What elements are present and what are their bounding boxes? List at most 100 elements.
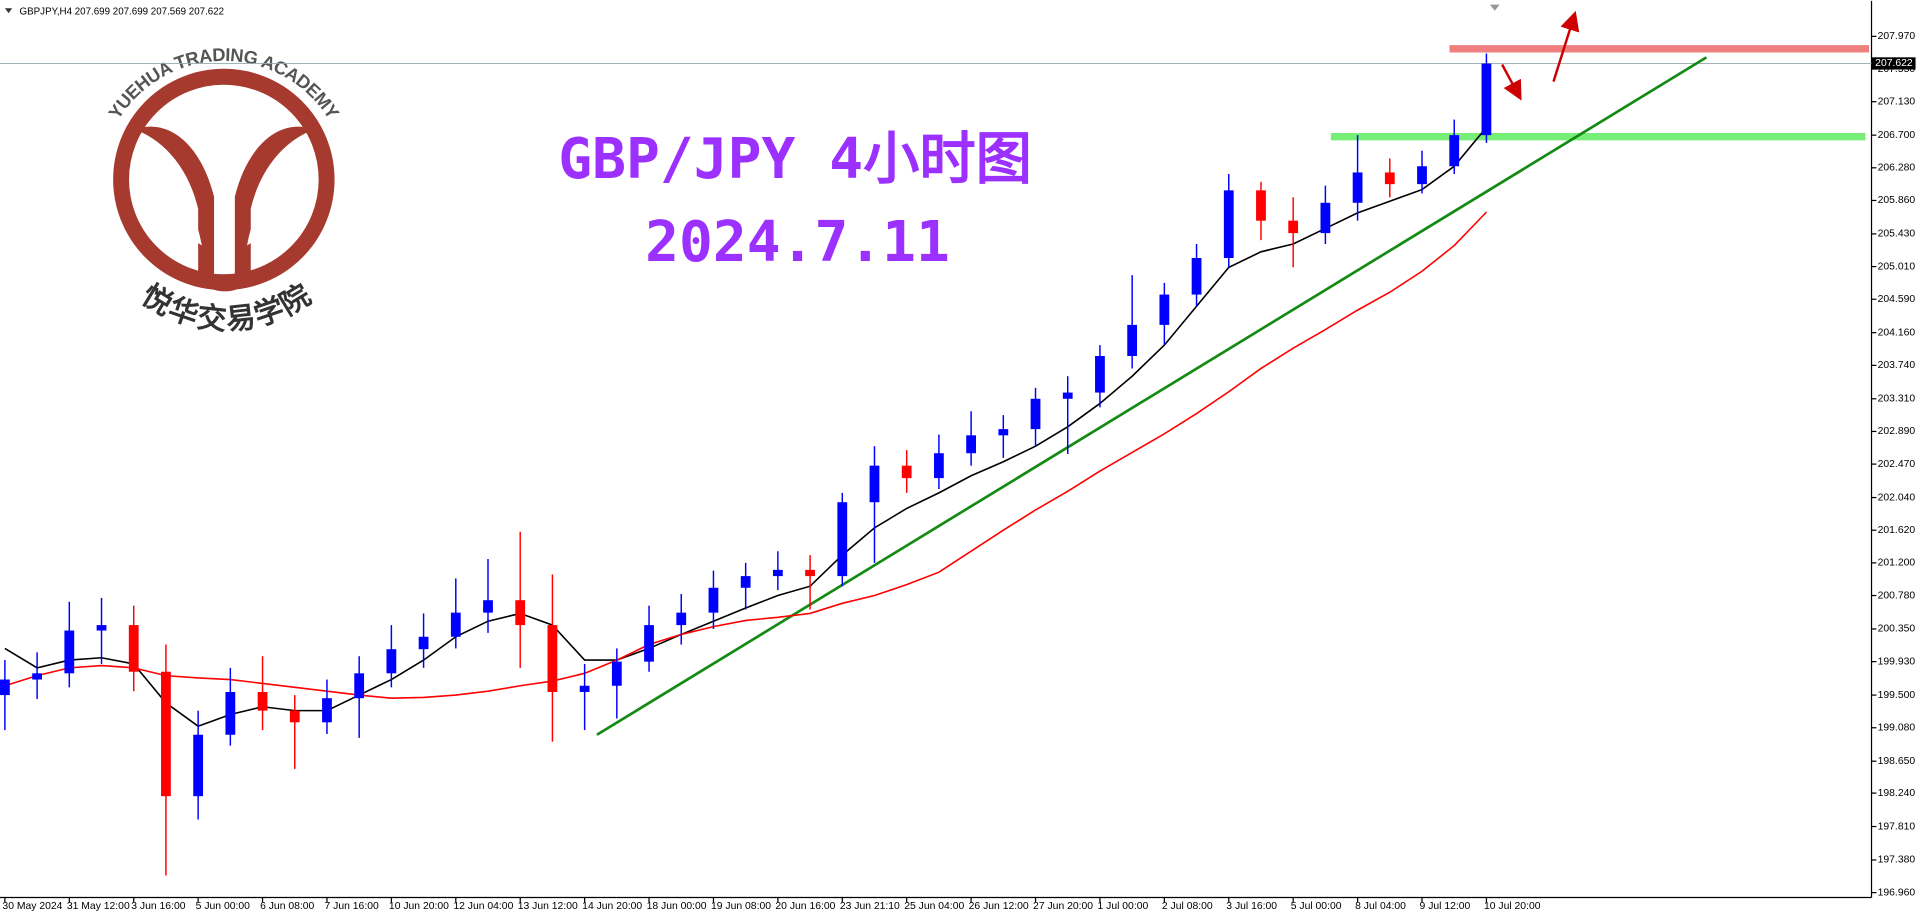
candle-body <box>1288 220 1299 234</box>
y-tick-label: 207.130 <box>1878 96 1916 107</box>
y-tick-label: 199.930 <box>1878 656 1916 667</box>
y-tick-label: 196.960 <box>1878 887 1916 898</box>
candle-body <box>805 569 815 577</box>
x-tick-label: 6 Jun 08:00 <box>260 901 314 912</box>
x-tick-label: 3 Jul 16:00 <box>1226 901 1277 912</box>
candle-body <box>901 465 912 479</box>
y-tick-label: 205.430 <box>1878 229 1916 240</box>
candle-body <box>772 569 783 577</box>
candle-body <box>676 612 687 626</box>
candle-body <box>837 502 848 577</box>
y-tick-label: 202.040 <box>1878 492 1916 503</box>
header-icon <box>4 8 13 14</box>
candle-body <box>547 625 558 692</box>
candle-body <box>1320 202 1331 234</box>
trendline <box>596 56 1708 736</box>
x-tick-label: 1 Jul 00:00 <box>1097 901 1148 912</box>
candle-body <box>1191 258 1202 295</box>
y-tick-label: 203.740 <box>1878 360 1916 371</box>
y-tick-label: 200.780 <box>1878 590 1916 601</box>
x-tick-label: 19 Jun 08:00 <box>711 901 771 912</box>
candle-body <box>1384 172 1395 185</box>
logo-cut <box>152 184 297 246</box>
candle-body <box>32 673 42 680</box>
candle-body <box>1127 324 1138 357</box>
candle-body <box>1352 172 1363 203</box>
candle-body <box>483 600 493 613</box>
candle-body <box>966 435 977 454</box>
y-tick-label: 202.470 <box>1878 459 1916 470</box>
x-tick-label: 12 Jun 04:00 <box>453 901 513 912</box>
candle-body <box>354 673 365 699</box>
y-tick-label: 203.310 <box>1878 394 1916 405</box>
x-tick-label: 3 Jun 16:00 <box>131 901 185 912</box>
shift-marker <box>1489 4 1500 11</box>
candle-body <box>1256 190 1266 221</box>
x-tick-label: 13 Jun 12:00 <box>518 901 578 912</box>
candle-body <box>225 691 236 735</box>
candle-body <box>418 636 429 650</box>
y-tick-label: 206.280 <box>1878 163 1916 174</box>
candle-body <box>579 685 590 692</box>
candle-body <box>161 671 171 797</box>
candle-body <box>934 453 944 479</box>
candle-body <box>515 600 526 626</box>
x-tick-label: 10 Jun 20:00 <box>389 901 449 912</box>
x-tick-label: 30 May 2024 <box>2 901 62 912</box>
candle-body <box>450 612 461 637</box>
price-tag <box>1871 57 1916 70</box>
candle-body <box>257 691 268 711</box>
candle-body <box>998 429 1009 436</box>
candle-body <box>869 465 880 503</box>
y-tick-label: 199.500 <box>1878 690 1916 701</box>
y-tick-label: 205.010 <box>1878 261 1916 272</box>
chart-title: GBP/JPY 4小时图 <box>558 127 1032 192</box>
symbol-header: GBPJPY,H4 207.699 207.699 207.569 207.62… <box>20 6 225 17</box>
candle-body <box>1449 135 1460 167</box>
candle-body <box>96 625 107 631</box>
chart-subtitle: 2024.7.11 <box>645 210 950 275</box>
candle-body <box>64 630 75 674</box>
y-tick-label: 204.160 <box>1878 327 1916 338</box>
candle-body <box>1481 63 1492 136</box>
candle-body <box>611 661 622 686</box>
y-tick-label: 199.080 <box>1878 722 1916 733</box>
x-tick-label: 2 Jul 08:00 <box>1162 901 1213 912</box>
candle-body <box>1417 166 1427 185</box>
x-tick-label: 10 Jul 20:00 <box>1484 901 1541 912</box>
plot <box>0 45 1872 876</box>
candle-body <box>1030 398 1041 430</box>
y-tick-label: 197.810 <box>1878 821 1916 832</box>
y-tick-label: 198.240 <box>1878 788 1916 799</box>
y-tick-label: 201.200 <box>1878 558 1916 569</box>
candle-body <box>644 625 654 662</box>
candle-body <box>386 649 397 674</box>
y-tick-label: 207.970 <box>1878 31 1916 42</box>
candle-body <box>708 587 719 613</box>
moving-average <box>4 211 1487 699</box>
price-tag-label: 207.622 <box>1875 58 1913 69</box>
x-tick-label: 25 Jun 04:00 <box>904 901 964 912</box>
y-tick-label: 197.380 <box>1878 855 1916 866</box>
candle-body <box>193 734 204 797</box>
y-tick-label: 201.620 <box>1878 525 1916 536</box>
candle-body <box>322 698 332 723</box>
x-tick-label: 14 Jun 20:00 <box>582 901 642 912</box>
x-tick-label: 7 Jun 16:00 <box>325 901 379 912</box>
y-tick-label: 202.890 <box>1878 426 1916 437</box>
x-tick-label: 26 Jun 12:00 <box>969 901 1029 912</box>
candle-body <box>0 679 10 696</box>
x-tick-label: 27 Jun 20:00 <box>1033 901 1093 912</box>
down-arrow <box>1501 63 1522 101</box>
y-tick-label: 198.650 <box>1878 756 1916 767</box>
x-tick-label: 5 Jul 00:00 <box>1291 901 1342 912</box>
y-tick-label: 205.860 <box>1878 195 1916 206</box>
x-tick-label: 5 Jun 00:00 <box>196 901 250 912</box>
candle-body <box>128 625 139 672</box>
candle-body <box>1159 294 1170 325</box>
candle-body <box>1223 190 1234 259</box>
x-tick-label: 18 Jun 00:00 <box>647 901 707 912</box>
x-tick-label: 20 Jun 16:00 <box>775 901 835 912</box>
